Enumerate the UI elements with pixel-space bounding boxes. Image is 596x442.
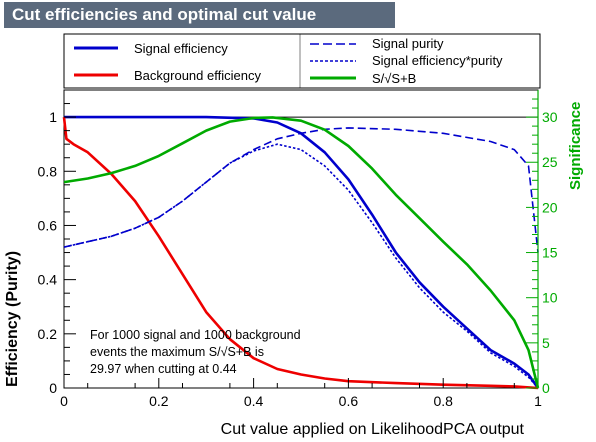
x-tick-label: 1 (534, 393, 542, 409)
series-layer (62, 115, 540, 390)
series-line-3 (63, 143, 539, 389)
y-tick-label: 0.2 (38, 326, 58, 342)
right-axis-tick-label: 10 (542, 290, 558, 306)
series-line-1 (62, 116, 539, 390)
right-axis-tick-label: 15 (542, 245, 558, 261)
chart-title: Cut efficiencies and optimal cut value (4, 2, 395, 28)
x-tick-label: 0.6 (339, 393, 359, 409)
right-axis-tick-label: 30 (542, 109, 558, 125)
annotation: For 1000 signal and 1000 background even… (90, 328, 301, 376)
series-line-4 (63, 116, 540, 389)
legend-label-signal-purity: Signal purity (372, 36, 444, 51)
right-axis-label: Significance (567, 102, 584, 190)
annotation-line-3: 29.97 when cutting at 0.44 (90, 362, 237, 376)
x-tick-label: 0 (60, 393, 68, 409)
legend-label-signal-efficiency-purity: Signal efficiency*purity (372, 53, 503, 68)
y-tick-label: 1 (49, 109, 57, 125)
right-axis-tick-label: 5 (542, 335, 550, 351)
annotation-line-2: events the maximum S/√S+B is (90, 345, 264, 359)
right-axis-tick-label: 20 (542, 199, 558, 215)
right-axis-tick-label: 0 (542, 380, 550, 396)
x-tick-label: 0.4 (244, 393, 264, 409)
legend-label-background-efficiency: Background efficiency (134, 68, 261, 83)
x-tick-label: 0.8 (433, 393, 453, 409)
legend-label-signal-efficiency: Signal efficiency (134, 41, 228, 56)
y-axis-label: Efficiency (Purity) (4, 251, 21, 387)
y-tick-label: 0.4 (38, 272, 58, 288)
legend-label-significance: S/√S+B (372, 71, 416, 86)
annotation-line-1: For 1000 signal and 1000 background (90, 328, 301, 342)
series-line-2 (63, 127, 539, 253)
x-tick-label: 0.2 (149, 393, 169, 409)
y-tick-label: 0.6 (38, 217, 58, 233)
right-axis-tick-label: 25 (542, 154, 558, 170)
legend: Signal efficiency Background efficiency … (63, 33, 541, 89)
series-line-0 (64, 115, 540, 389)
x-axis-label: Cut value applied on LikelihoodPCA outpu… (221, 421, 525, 438)
y-tick-label: 0.8 (38, 163, 58, 179)
y-tick-label: 0 (49, 380, 57, 396)
